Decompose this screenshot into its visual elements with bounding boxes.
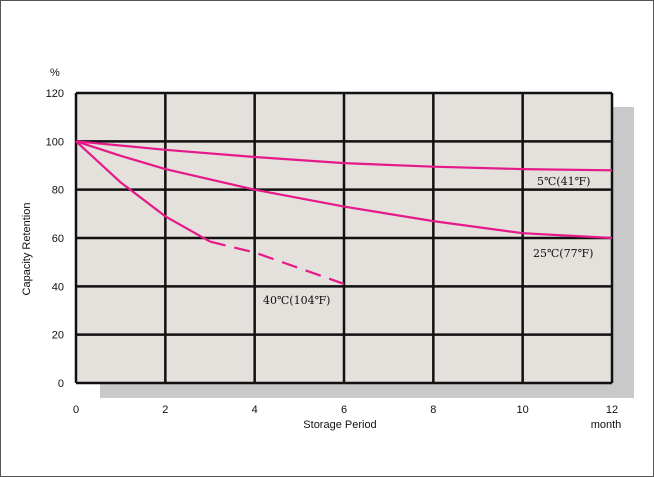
y-tick-label-1: 20 bbox=[52, 330, 64, 342]
x-tick-label-4: 8 bbox=[430, 404, 436, 416]
x-tick-label-2: 4 bbox=[252, 404, 258, 416]
y-tick-label-2: 40 bbox=[52, 281, 64, 293]
y-tick-label-6: 120 bbox=[46, 88, 64, 100]
y-tick-label-5: 100 bbox=[46, 136, 64, 148]
series-line-2-solid bbox=[75, 140, 211, 243]
x-tick-label-3: 6 bbox=[341, 404, 347, 416]
x-unit-label: month bbox=[591, 419, 622, 431]
series-label-1: 25℃(77℉) bbox=[533, 247, 593, 260]
x-axis-title: Storage Period bbox=[303, 419, 376, 431]
y-tick-label-4: 80 bbox=[52, 185, 64, 197]
series-label-2: 40℃(104℉) bbox=[263, 294, 330, 307]
y-tick-label-0: 0 bbox=[58, 378, 64, 390]
series-label-0: 5℃(41℉) bbox=[537, 175, 590, 188]
y-axis-title: Capacity Retention bbox=[21, 203, 33, 296]
series-line-1 bbox=[75, 140, 613, 240]
x-tick-label-5: 10 bbox=[517, 404, 529, 416]
x-tick-label-0: 0 bbox=[73, 404, 79, 416]
y-tick-label-3: 60 bbox=[52, 233, 64, 245]
x-tick-label-6: 12 bbox=[606, 404, 618, 416]
series-line-0 bbox=[75, 140, 613, 172]
x-tick-label-1: 2 bbox=[162, 404, 168, 416]
y-unit-label: % bbox=[50, 67, 60, 79]
